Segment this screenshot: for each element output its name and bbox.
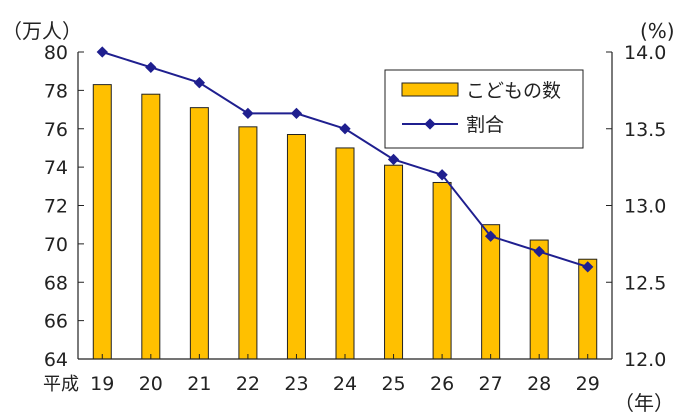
line-point-25 [387,153,400,166]
legend: こどもの数 割合 [384,69,584,149]
bar-22 [238,126,258,360]
left-tick-label: 68 [44,272,68,294]
x-tick-label-19: 19 [90,373,114,395]
bar-25 [384,164,404,360]
right-tick-label: 12.0 [624,349,666,371]
line-point-28 [533,245,545,258]
x-prefix: 平成 [43,374,79,395]
legend-bar-swatch [401,82,459,97]
line-point-21 [193,77,206,89]
left-tick-label: 70 [44,234,68,256]
y-right-unit: (%) [640,19,675,43]
line-point-19 [96,46,108,58]
left-tick-label: 76 [44,119,68,141]
x-unit: （年） [614,391,674,414]
x-tick-label-28: 28 [527,373,551,395]
x-tick-label-23: 23 [284,373,308,395]
line-point-20 [145,61,157,74]
left-tick-label: 66 [44,311,68,333]
x-tick-label-21: 21 [187,373,211,395]
legend-line-label: 割合 [466,114,504,136]
bar-23 [286,134,306,360]
left-tick-label: 64 [44,349,68,371]
right-tick-label: 13.0 [624,196,666,218]
right-tick-label: 14.0 [624,42,666,64]
line-point-27 [484,230,497,242]
ticks-layer: 64 66 68 70 72 74 76 78 80 12.0 12.5 13.0 13.5 14.0 19… [44,42,667,395]
left-tick-label: 78 [44,80,68,102]
right-tick-label: 12.5 [624,272,666,294]
y-left-unit: （万人） [2,19,82,43]
line-point-24 [339,123,351,135]
x-tick-label-25: 25 [381,373,405,395]
bar-26 [432,181,452,360]
bar-29 [578,258,598,360]
left-tick-label: 72 [44,196,68,218]
x-tick-label-27: 27 [479,373,503,395]
x-tick-label-20: 20 [139,373,163,395]
bars-layer [92,84,598,360]
bar-28 [529,239,549,360]
line-point-22 [242,107,254,120]
bar-21 [189,107,209,360]
left-tick-label: 74 [44,157,68,179]
bar-24 [335,147,355,360]
bar-27 [481,224,501,360]
x-tick-label-24: 24 [333,373,357,395]
line-point-23 [290,107,303,120]
x-tick-label-22: 22 [236,373,260,395]
x-tick-label-26: 26 [430,373,454,395]
legend-bar-label: こどもの数 [466,80,561,102]
x-tick-label-29: 29 [576,373,600,395]
bar-19 [92,84,112,360]
right-tick-label: 13.5 [624,119,666,141]
bar-20 [141,93,161,360]
line-point-29 [582,261,594,273]
line-point-26 [436,169,448,181]
left-tick-label: 80 [44,42,68,64]
